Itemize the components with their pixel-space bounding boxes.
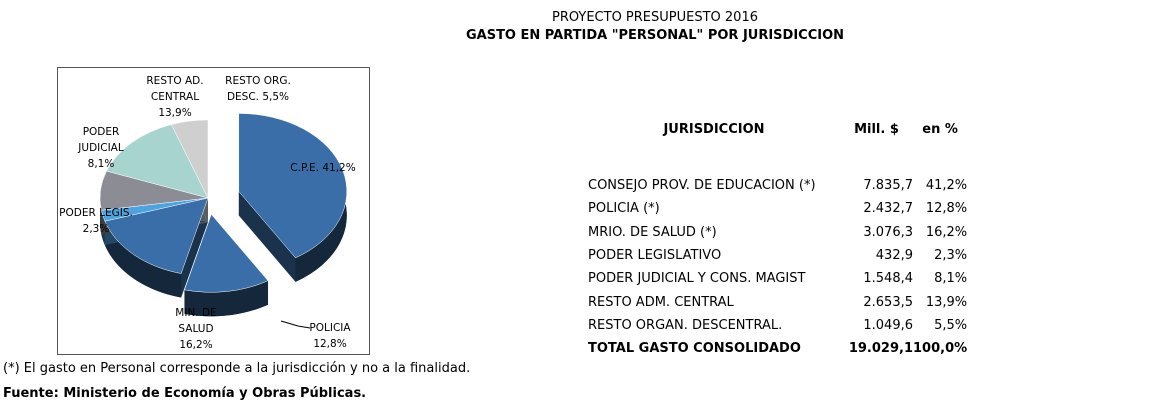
table-cell: MRIO. DE SALUD (*) bbox=[588, 224, 717, 240]
table-row: TOTAL GASTO CONSOLIDADO 19.029,1 100,0% bbox=[588, 337, 967, 360]
table-row: CONSEJO PROV. DE EDUCACION (*) 7.835,7 41,… bbox=[588, 174, 967, 197]
table-row: JURISDICCION Mill. $ en % bbox=[588, 110, 967, 174]
table-cell: PODER LEGISLATIVO bbox=[588, 248, 722, 264]
table: JURISDICCION Mill. $ en % CONSEJO PROV. DE … bbox=[588, 110, 967, 360]
table-cell: 8,1% bbox=[934, 271, 968, 287]
table-cell: PODER JUDICIAL Y CONS. MAGIST bbox=[588, 271, 806, 287]
pie-slice bbox=[171, 119, 209, 199]
table-cell: 2,3% bbox=[934, 248, 968, 264]
pie-label: RESTO AD. CENTRAL 13,9% bbox=[143, 73, 208, 121]
slice-side bbox=[104, 221, 182, 298]
table-cell: 7.835,7 bbox=[863, 178, 913, 194]
pie-label-value: 8,1% bbox=[87, 158, 115, 170]
table-cell: 432,9 bbox=[875, 248, 913, 264]
table-cell: 41,2% bbox=[925, 178, 968, 194]
pie-box: C.P.E. 41,2% POLICIA 12,8% MIN. DE SALUD 1… bbox=[57, 67, 370, 355]
pie-slice bbox=[106, 124, 209, 199]
table-cell: en % bbox=[922, 122, 958, 137]
source: Fuente: Ministerio de Economía y Obras P… bbox=[3, 386, 367, 401]
pie-label: POLICIA 12,8% bbox=[300, 320, 360, 352]
pie-label-value: 41,2% bbox=[322, 162, 356, 174]
pie-label-name: RESTO ORG. DESC. bbox=[225, 75, 291, 103]
table-cell: 13,9% bbox=[925, 294, 968, 310]
table-cell: 1.548,4 bbox=[863, 271, 913, 287]
table-cell: 16,2% bbox=[925, 224, 968, 240]
pie-label: MIN. DE SALUD 16,2% bbox=[161, 305, 231, 353]
pie-label: RESTO ORG. DESC. 5,5% bbox=[224, 73, 292, 105]
pie-label-value: 13,9% bbox=[158, 107, 192, 119]
pie-slice bbox=[238, 113, 348, 259]
chart-title: PROYECTO PRESUPUESTO 2016 bbox=[552, 10, 758, 25]
table-row: RESTO ORGAN. DESCENTRAL. 1.049,6 5,5% bbox=[588, 314, 967, 337]
pie-slice bbox=[184, 213, 269, 293]
pie-label: PODER JUDICIAL 8,1% bbox=[66, 124, 136, 172]
table-row: PODER JUDICIAL Y CONS. MAGIST 1.548,4 8,1% bbox=[588, 267, 967, 290]
chart-subtitle: GASTO EN PARTIDA "PERSONAL" POR JURISDIC… bbox=[465, 28, 845, 43]
pie-label-name: POLICIA bbox=[309, 322, 351, 334]
pie-label-name: C.P.E. bbox=[290, 162, 319, 174]
table-cell: Mill. $ bbox=[854, 122, 899, 137]
leader-line bbox=[280, 320, 311, 329]
slice-side bbox=[184, 280, 269, 317]
pie-label-name: MIN. DE SALUD bbox=[175, 307, 217, 335]
table-cell: 12,8% bbox=[925, 201, 968, 217]
table-cell: RESTO ADM. CENTRAL bbox=[588, 294, 734, 310]
pie-slice bbox=[104, 197, 209, 274]
pie-label-value: 16,2% bbox=[179, 339, 213, 351]
table-cell: POLICIA (*) bbox=[588, 201, 660, 217]
pie-label-value: 2,3% bbox=[82, 223, 110, 235]
table-cell: CONSEJO PROV. DE EDUCACION (*) bbox=[588, 178, 816, 194]
table-cell: 2.653,5 bbox=[863, 294, 913, 310]
table-cell: 1.049,6 bbox=[863, 317, 913, 333]
table-cell: 19.029,1 bbox=[848, 341, 913, 357]
table-cell: 100,0% bbox=[913, 341, 968, 357]
pie-label-name: PODER JUDICIAL bbox=[78, 126, 124, 154]
table-row: RESTO ADM. CENTRAL 2.653,5 13,9% bbox=[588, 290, 967, 313]
pie-label-name: RESTO AD. CENTRAL bbox=[146, 75, 204, 103]
pie-label-value: 12,8% bbox=[313, 338, 347, 350]
table-cell: 3.076,3 bbox=[863, 224, 913, 240]
table-row: PODER LEGISLATIVO 432,9 2,3% bbox=[588, 244, 967, 267]
footnote: (*) El gasto en Personal corresponde a l… bbox=[3, 361, 471, 376]
pie-label-name: PODER LEGIS. bbox=[59, 207, 133, 219]
pie-chart bbox=[99, 113, 348, 329]
table-row: MRIO. DE SALUD (*) 3.076,3 16,2% bbox=[588, 221, 967, 244]
pie-label: PODER LEGIS. 2,3% bbox=[59, 205, 134, 237]
pie-label: C.P.E. 41,2% bbox=[263, 160, 383, 176]
pie-label-value: 5,5% bbox=[262, 91, 290, 103]
table-cell: JURISDICCION bbox=[663, 122, 765, 137]
table-cell: 2.432,7 bbox=[863, 201, 913, 217]
table-cell: TOTAL GASTO CONSOLIDADO bbox=[588, 341, 801, 357]
table-cell: 5,5% bbox=[934, 317, 968, 333]
table-cell: RESTO ORGAN. DESCENTRAL. bbox=[588, 317, 783, 333]
table-row: POLICIA (*) 2.432,7 12,8% bbox=[588, 197, 967, 220]
